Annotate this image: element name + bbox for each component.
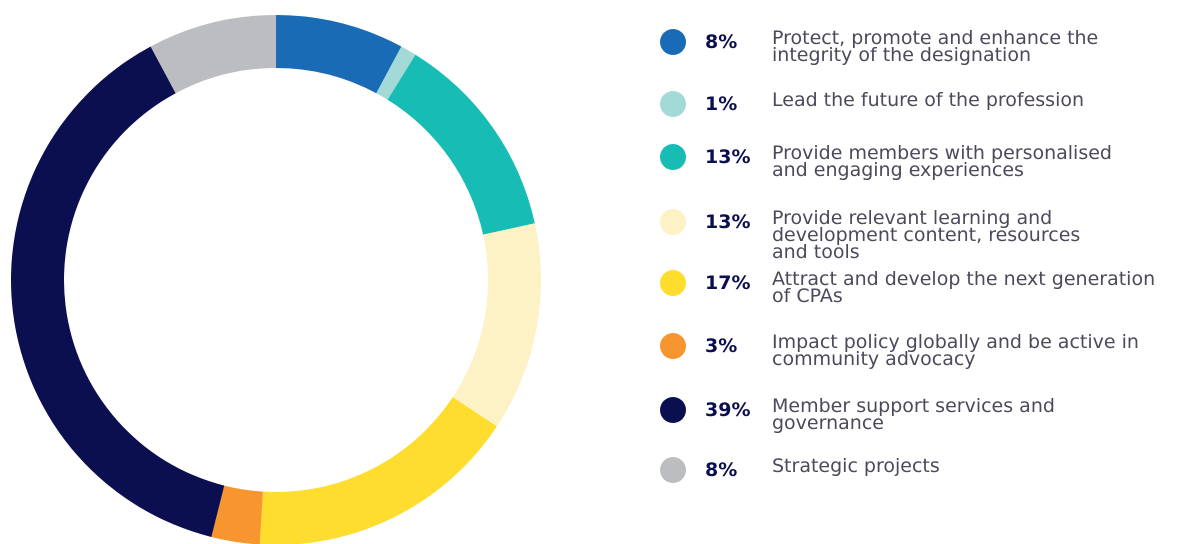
- legend-swatch: [660, 270, 686, 296]
- legend-item: 17% Attract and develop the next generati…: [660, 270, 1200, 330]
- legend-label: Provide members with personalised and en…: [772, 142, 1112, 181]
- donut-segment: [259, 397, 497, 544]
- donut-segment: [387, 54, 535, 235]
- legend-item: 3% Impact policy globally and be active i…: [660, 333, 1200, 393]
- legend-value: 39%: [705, 399, 751, 421]
- legend-swatch: [660, 209, 686, 235]
- legend-swatch: [660, 457, 686, 483]
- legend-swatch: [660, 144, 686, 170]
- legend-value: 17%: [705, 272, 751, 294]
- legend-label: Member support services and governance: [772, 395, 1055, 434]
- donut-segment: [211, 485, 263, 544]
- legend-swatch: [660, 29, 686, 55]
- legend-value: 1%: [705, 93, 738, 115]
- legend-label: Impact policy globally and be active in …: [772, 331, 1139, 370]
- legend-swatch: [660, 91, 686, 117]
- legend-label: Protect, promote and enhance the integri…: [772, 27, 1099, 66]
- donut-segment: [376, 46, 416, 100]
- legend-label: Lead the future of the profession: [772, 89, 1085, 111]
- legend-value: 13%: [705, 211, 751, 233]
- donut-segment: [452, 223, 541, 427]
- donut-segment: [276, 15, 402, 94]
- legend-item: 8% Protect, promote and enhance the integ…: [660, 29, 1200, 89]
- legend-label: Provide relevant learning and developmen…: [772, 207, 1081, 263]
- legend-label: Strategic projects: [772, 455, 940, 477]
- donut-segment: [10, 46, 225, 537]
- legend-item: 13% Provide relevant learning and develop…: [660, 209, 1200, 269]
- legend-value: 13%: [705, 146, 751, 168]
- legend-label: Attract and develop the next generation …: [772, 268, 1156, 307]
- chart: [10, 15, 541, 544]
- donut-segment: [150, 15, 276, 94]
- legend-item: 39% Member support services and governanc…: [660, 397, 1200, 457]
- legend-item: 13% Provide members with personalised and…: [660, 144, 1200, 204]
- legend-swatch: [660, 397, 686, 423]
- legend-value: 8%: [705, 459, 738, 481]
- legend-value: 3%: [705, 335, 738, 357]
- legend-item: 8% Strategic projects: [660, 457, 1200, 517]
- legend-item: 1% Lead the future of the profession: [660, 91, 1200, 151]
- legend-swatch: [660, 333, 686, 359]
- legend-value: 8%: [705, 31, 738, 53]
